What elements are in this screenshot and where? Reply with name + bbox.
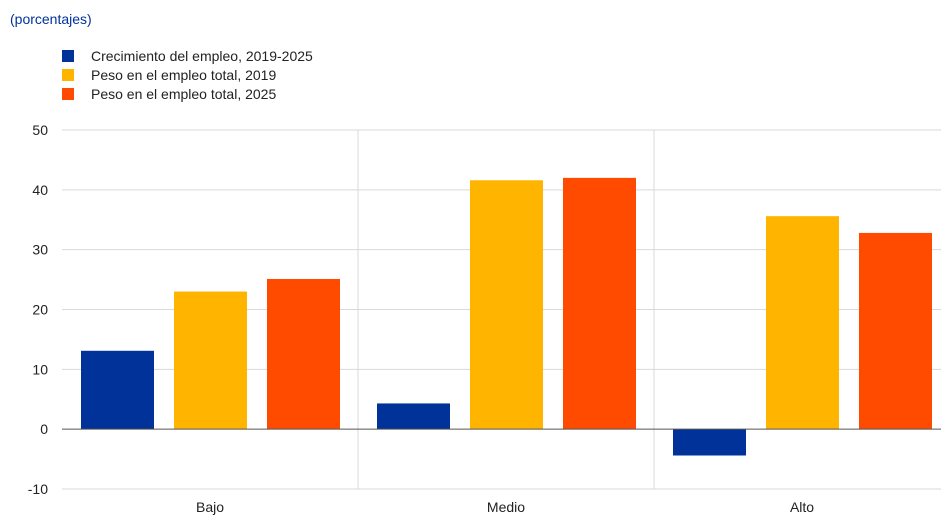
y-tick-label: 20	[32, 302, 48, 318]
bar	[81, 350, 154, 430]
legend-label: Peso en el empleo total, 2019	[91, 67, 277, 83]
legend-swatch	[62, 88, 74, 100]
y-tick-label: 50	[32, 122, 48, 138]
legend-item-employment-growth: Crecimiento del empleo, 2019-2025	[62, 47, 313, 65]
x-tick-label: Medio	[487, 499, 525, 515]
legend-label: Crecimiento del empleo, 2019-2025	[91, 48, 313, 64]
unit-label: (porcentajes)	[10, 11, 92, 27]
bar	[174, 291, 247, 430]
bar	[267, 278, 340, 430]
bar	[470, 180, 543, 430]
y-tick-label: 10	[32, 361, 48, 377]
legend-swatch	[62, 50, 74, 62]
x-tick-label: Bajo	[196, 499, 224, 515]
legend-label: Peso en el empleo total, 2025	[91, 86, 277, 102]
bar	[563, 177, 636, 430]
legend-item-share-2025: Peso en el empleo total, 2025	[62, 85, 313, 103]
legend: Crecimiento del empleo, 2019-2025 Peso e…	[62, 47, 313, 104]
y-tick-label: 30	[32, 242, 48, 258]
legend-item-share-2019: Peso en el empleo total, 2019	[62, 66, 313, 84]
bar	[766, 216, 839, 430]
bar	[377, 403, 450, 430]
legend-swatch	[62, 69, 74, 81]
x-tick-label: Alto	[790, 499, 814, 515]
y-tick-label: 0	[40, 421, 48, 437]
y-tick-label: 40	[32, 182, 48, 198]
bar	[859, 232, 932, 430]
bar	[673, 429, 746, 456]
y-tick-label: -10	[28, 481, 48, 497]
